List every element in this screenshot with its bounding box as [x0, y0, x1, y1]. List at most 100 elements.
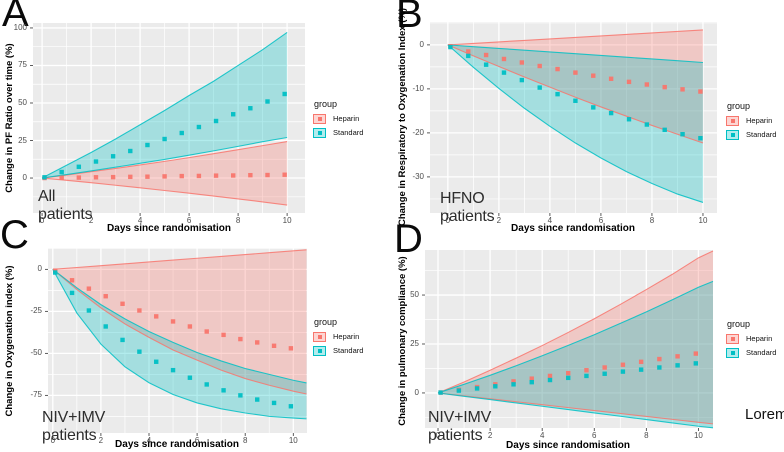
- standard-points: [42, 91, 287, 180]
- standard-ci-edge: [52, 268, 307, 384]
- standard-ci-edge: [52, 269, 307, 420]
- standard-point: [693, 361, 699, 366]
- plot-area: [30, 23, 305, 216]
- heparin-point: [591, 73, 596, 78]
- y-axis-title: Change in PF Ratio over time (%): [4, 43, 15, 193]
- y-tick-label: 0: [419, 39, 424, 49]
- y-tick-label: 0: [22, 173, 27, 183]
- heparin-point: [680, 87, 685, 92]
- heparin-ci-edge: [447, 44, 704, 144]
- standard-point: [255, 397, 260, 402]
- panel-label-d: D: [394, 217, 423, 261]
- x-tick-label: 6: [592, 431, 597, 440]
- heparin-point: [187, 324, 193, 329]
- heparin-point: [179, 173, 184, 179]
- standard-point: [519, 77, 525, 83]
- x-tick-label: 4: [146, 436, 152, 445]
- legend: group Heparin Standard: [726, 101, 776, 143]
- standard-point: [537, 85, 542, 90]
- standard-point: [584, 373, 589, 379]
- x-tick-label: 0: [435, 431, 441, 440]
- legend-point-icon: [731, 133, 735, 137]
- heparin-point: [69, 278, 75, 283]
- legend-item-heparin: Heparin: [726, 333, 776, 344]
- panel-annotation: HFNO patients: [440, 190, 495, 225]
- y-tick-label: 0: [37, 264, 42, 274]
- heparin-ci-edge: [42, 177, 288, 206]
- x-tick-label: 4: [539, 431, 545, 440]
- legend-item-standard: Standard: [726, 129, 776, 140]
- standard-point: [110, 154, 116, 159]
- standard-point: [69, 290, 75, 296]
- standard-point: [555, 91, 560, 97]
- heparin-point: [608, 76, 614, 81]
- y-tick-label: 75: [18, 60, 27, 70]
- standard-point: [76, 164, 82, 169]
- x-tick-label: 2: [496, 216, 502, 225]
- heparin-point: [145, 174, 150, 179]
- heparin-point: [511, 379, 516, 384]
- standard-point: [448, 44, 453, 50]
- y-tick-label: -50: [30, 348, 42, 358]
- legend-items: Heparin Standard: [313, 331, 363, 356]
- y-tick-label: 25: [410, 338, 419, 348]
- heparin-point: [231, 173, 236, 178]
- legend-items: Heparin Standard: [313, 113, 363, 138]
- heparin-point: [657, 356, 662, 362]
- standard-point: [547, 377, 553, 383]
- x-tick-label: 10: [698, 216, 708, 225]
- standard-point: [608, 110, 614, 116]
- panel-label-c: C: [0, 213, 29, 257]
- standard-point: [566, 375, 571, 381]
- standard-ci-ribbon: [447, 44, 703, 203]
- standard-point: [137, 349, 142, 354]
- standard-point: [288, 404, 294, 409]
- heparin-ci-edge: [52, 268, 307, 395]
- x-tick-label: 6: [598, 216, 604, 225]
- heparin-point: [529, 376, 534, 381]
- panel-label-a: A: [2, 0, 29, 35]
- legend-point-icon: [731, 337, 735, 341]
- plot-area: [422, 250, 714, 431]
- panel-label-b: B: [396, 0, 423, 36]
- x-tick-label: 8: [644, 431, 649, 440]
- x-tick-label: 2: [487, 431, 493, 440]
- legend-item-heparin: Heparin: [313, 113, 363, 124]
- standard-points: [53, 270, 294, 409]
- x-axis-title: Days since randomisation: [511, 223, 635, 234]
- heparin-point: [110, 174, 116, 180]
- heparin-ci-edge: [41, 141, 288, 179]
- legend-title: group: [727, 101, 751, 111]
- heparin-point: [59, 175, 64, 180]
- standard-point: [466, 53, 471, 59]
- standard-point: [438, 390, 443, 395]
- panel-annotation: All patients: [38, 188, 93, 223]
- legend-item-label: Standard: [746, 348, 777, 357]
- y-tick-label: -20: [412, 127, 424, 137]
- heparin-point: [76, 175, 82, 180]
- standard-point: [620, 369, 626, 374]
- standard-point: [501, 70, 507, 75]
- legend: group Heparin Standard: [313, 99, 363, 141]
- plot-area: [45, 247, 307, 436]
- standard-point: [145, 142, 150, 148]
- x-tick-label: 10: [282, 216, 292, 225]
- standard-point: [591, 105, 596, 110]
- heparin-point: [620, 362, 626, 367]
- legend-swatch-icon: [726, 129, 739, 140]
- legend-title: group: [727, 319, 751, 329]
- heparin-ci-ribbon: [52, 249, 307, 395]
- legend-item-label: Heparin: [333, 332, 360, 341]
- legend-item-standard: Standard: [313, 127, 363, 138]
- legend-point-icon: [731, 351, 735, 355]
- legend-title: group: [314, 317, 338, 327]
- heparin-point: [573, 70, 578, 75]
- x-axis-title: Days since randomisation: [107, 223, 231, 234]
- standard-point: [179, 130, 184, 136]
- standard-point: [626, 117, 632, 122]
- standard-point: [162, 136, 167, 142]
- heparin-ci-edge: [437, 392, 714, 425]
- heparin-point: [537, 63, 542, 69]
- y-tick-label: 50: [410, 290, 419, 300]
